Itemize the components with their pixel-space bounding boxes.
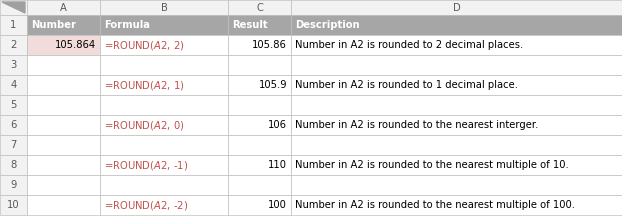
Bar [27,75,100,95]
Text: 2: 2 [11,40,17,50]
Text: 105.9: 105.9 [258,80,287,90]
Bar [100,0,228,15]
Bar [27,15,100,35]
Bar [291,155,622,175]
Bar [100,155,228,175]
Text: 4: 4 [11,80,17,90]
Bar [0,15,27,35]
Bar [291,95,622,115]
Bar [228,195,291,215]
Bar [228,95,291,115]
Bar [0,115,27,135]
Bar [291,15,622,35]
Bar [291,175,622,195]
Bar [100,115,228,135]
Text: 105.864: 105.864 [55,40,96,50]
Text: Number: Number [31,20,76,30]
Text: 7: 7 [11,140,17,150]
Bar [100,75,228,95]
Bar [27,115,100,135]
Bar [228,115,291,135]
Bar [27,175,100,195]
Bar [228,15,291,35]
Text: =ROUND($A$2, -2): =ROUND($A$2, -2) [104,198,188,211]
Bar [0,175,27,195]
Text: 106: 106 [268,120,287,130]
Text: 105.86: 105.86 [252,40,287,50]
Text: 6: 6 [11,120,17,130]
Text: 3: 3 [11,60,17,70]
Bar [100,15,228,35]
Text: 100: 100 [268,200,287,210]
Bar [100,55,228,75]
Text: 8: 8 [11,160,17,170]
Bar [0,75,27,95]
Text: D: D [453,2,460,13]
Text: A: A [60,2,67,13]
Bar [228,175,291,195]
Polygon shape [2,2,25,13]
Bar [27,155,100,175]
Text: Number in A2 is rounded to the nearest multiple of 100.: Number in A2 is rounded to the nearest m… [295,200,575,210]
Bar [0,95,27,115]
Bar [228,75,291,95]
Text: =ROUND($A$2, 0): =ROUND($A$2, 0) [104,119,185,132]
Text: =ROUND($A$2, 1): =ROUND($A$2, 1) [104,79,185,92]
Text: Description: Description [295,20,360,30]
Bar [291,55,622,75]
Bar [291,75,622,95]
Text: C: C [256,2,263,13]
Bar [291,135,622,155]
Bar [27,55,100,75]
Text: 110: 110 [268,160,287,170]
Bar [27,195,100,215]
Bar [291,115,622,135]
Text: Number in A2 is rounded to the nearest interger.: Number in A2 is rounded to the nearest i… [295,120,539,130]
Bar [228,155,291,175]
Text: =ROUND($A$2, -1): =ROUND($A$2, -1) [104,158,188,172]
Bar [228,35,291,55]
Text: Result: Result [232,20,267,30]
Bar [100,95,228,115]
Text: 1: 1 [11,20,17,30]
Bar [291,0,622,15]
Bar [291,195,622,215]
Bar [228,55,291,75]
Bar [0,0,27,15]
Bar [0,35,27,55]
Bar [228,0,291,15]
Bar [228,135,291,155]
Text: Number in A2 is rounded to 2 decimal places.: Number in A2 is rounded to 2 decimal pla… [295,40,523,50]
Bar [27,135,100,155]
Text: =ROUND($A$2, 2): =ROUND($A$2, 2) [104,38,185,51]
Text: B: B [160,2,167,13]
Bar [27,35,100,55]
Text: 5: 5 [11,100,17,110]
Bar [0,135,27,155]
Bar [0,155,27,175]
Text: Number in A2 is rounded to 1 decimal place.: Number in A2 is rounded to 1 decimal pla… [295,80,518,90]
Bar [100,195,228,215]
Bar [291,35,622,55]
Bar [100,135,228,155]
Text: 10: 10 [7,200,20,210]
Bar [0,55,27,75]
Bar [27,0,100,15]
Bar [27,95,100,115]
Text: Formula: Formula [104,20,150,30]
Text: Number in A2 is rounded to the nearest multiple of 10.: Number in A2 is rounded to the nearest m… [295,160,569,170]
Bar [100,35,228,55]
Bar [100,175,228,195]
Bar [0,195,27,215]
Text: 9: 9 [11,180,17,190]
